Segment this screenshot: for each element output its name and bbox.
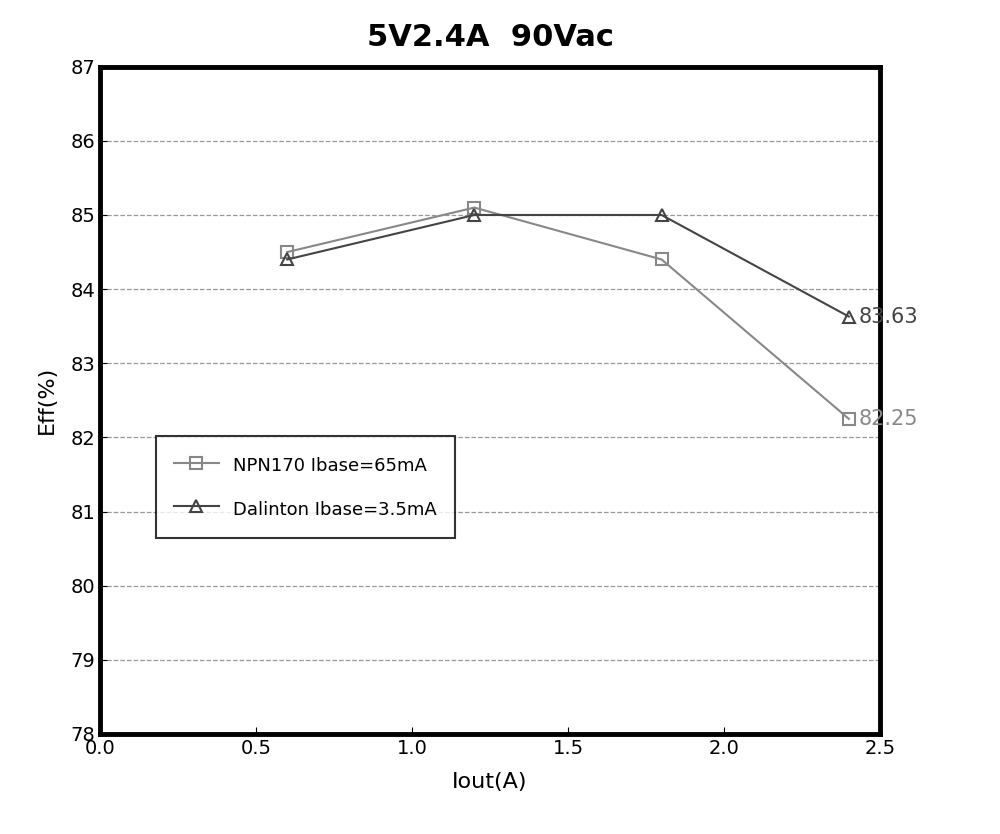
Line: NPN170 Ibase=65mA: NPN170 Ibase=65mA	[282, 202, 854, 425]
Title: 5V2.4A  90Vac: 5V2.4A 90Vac	[367, 23, 613, 52]
NPN170 Ibase=65mA	[468, 203, 480, 213]
NPN170 Ibase=65mA	[281, 247, 293, 257]
Legend: NPN170 Ibase=65mA, Dalinton Ibase=3.5mA: NPN170 Ibase=65mA, Dalinton Ibase=3.5mA	[156, 436, 455, 538]
Text: 83.63: 83.63	[858, 307, 918, 327]
Dalinton Ibase=3.5mA	[843, 312, 855, 322]
Line: Dalinton Ibase=3.5mA: Dalinton Ibase=3.5mA	[281, 208, 855, 323]
Y-axis label: Eff(%): Eff(%)	[36, 366, 56, 435]
Text: 82.25: 82.25	[858, 409, 918, 429]
NPN170 Ibase=65mA	[656, 254, 668, 264]
Dalinton Ibase=3.5mA	[281, 254, 293, 264]
X-axis label: Iout(A): Iout(A)	[452, 771, 528, 791]
NPN170 Ibase=65mA	[843, 414, 855, 424]
Dalinton Ibase=3.5mA	[656, 210, 668, 220]
Dalinton Ibase=3.5mA	[468, 210, 480, 220]
